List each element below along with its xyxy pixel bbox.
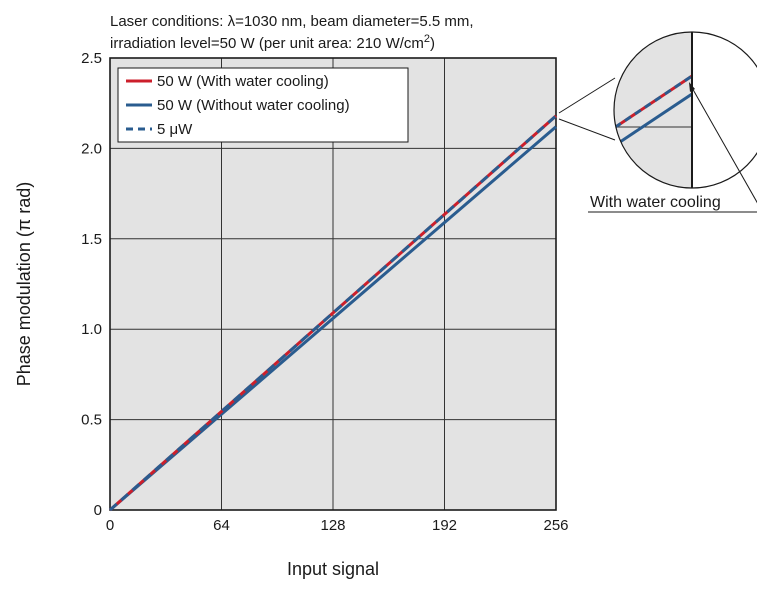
chart-title-line-2-main: irradiation level=50 W (per unit area: 2…	[110, 35, 424, 52]
x-tick-label: 128	[320, 517, 345, 534]
annotation-arrowhead	[689, 82, 695, 92]
x-tick-label: 0	[106, 517, 114, 534]
y-axis-label: Phase modulation (π rad)	[14, 182, 34, 387]
y-tick-labels: 0 0.5 1.0 1.5 2.0 2.5	[81, 50, 102, 519]
legend-label-5uw: 5 μW	[157, 121, 193, 138]
annotation-pointer	[690, 85, 757, 204]
series-line-5uw	[109, 114, 557, 512]
y-tick-label: 1.0	[81, 321, 102, 338]
series-layer	[109, 114, 557, 512]
x-axis-label: Input signal	[287, 559, 379, 579]
zoom-circle	[613, 31, 757, 189]
chart-title-superscript: 2	[424, 33, 430, 45]
legend-label-without-cooling: 50 W (Without water cooling)	[157, 97, 350, 114]
annotation-with-water-cooling: With water cooling	[590, 194, 721, 211]
y-tick-label: 0.5	[81, 412, 102, 429]
y-tick-label: 1.5	[81, 231, 102, 248]
zoom-content	[614, 32, 757, 188]
zoom-line-5uw	[614, 74, 693, 136]
y-tick-label: 2.0	[81, 140, 102, 157]
y-tick-label: 2.5	[81, 50, 102, 67]
plot-frame	[109, 57, 557, 511]
x-tick-label: 256	[543, 517, 568, 534]
x-tick-label: 64	[213, 517, 230, 534]
x-tick-label: 192	[432, 517, 457, 534]
chart-title-line-2: irradiation level=50 W (per unit area: 2…	[110, 33, 435, 52]
legend: 50 W (With water cooling) 50 W (Without …	[117, 67, 409, 143]
x-tick-labels: 0 64 128 192 256	[106, 517, 569, 534]
chart-title-line-2-end: )	[430, 35, 435, 52]
y-tick-label: 0	[94, 502, 102, 519]
legend-box	[117, 67, 409, 143]
chart-title-line-1: Laser conditions: λ=1030 nm, beam diamet…	[110, 13, 474, 30]
zoom-leader-upper	[558, 77, 616, 114]
legend-label-with-cooling: 50 W (With water cooling)	[157, 73, 329, 90]
zoom-line-without-cooling	[614, 92, 693, 150]
zoom-callout: With water cooling	[558, 31, 757, 213]
zoom-outside-area	[692, 32, 757, 188]
zoom-leader-lower	[558, 118, 616, 141]
